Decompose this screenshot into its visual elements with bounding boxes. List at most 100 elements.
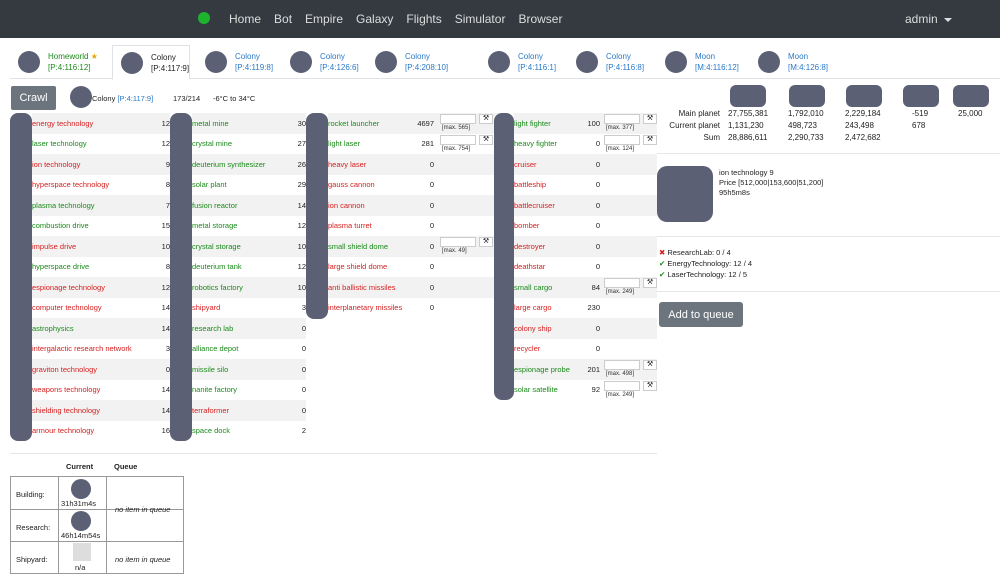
planet-tab-5[interactable]: Colony [P:4:116:1] [480,45,556,79]
defense-amount-input[interactable] [440,134,476,145]
planet-tab-7[interactable]: Moon [M:4:116:12] [657,45,739,79]
ship-name[interactable]: deathstar [514,262,546,272]
building-name[interactable]: shipyard [192,303,221,313]
building-name[interactable]: deuterium tank [192,262,242,272]
research-time: 95h5m8s [719,188,750,197]
building-name[interactable]: robotics factory [192,282,243,292]
ship-name[interactable]: recycler [514,344,541,354]
ship-amount-input[interactable] [604,278,640,288]
hammer-icon[interactable]: ⚒ [643,114,657,124]
research-name[interactable]: intergalactic research network [32,344,132,354]
defense-row: heavy laser 0 [328,154,508,175]
research-name[interactable]: computer technology [32,303,102,313]
hammer-icon[interactable]: ⚒ [643,380,657,391]
research-name[interactable]: hyperspace technology [32,180,110,190]
building-name[interactable]: solar plant [192,180,227,190]
nav-link-empire[interactable]: Empire [305,12,344,26]
building-name[interactable]: metal mine [192,118,229,128]
hammer-icon[interactable]: ⚒ [643,360,657,370]
planet-avatar [205,51,227,73]
defense-name[interactable]: large shield dome [328,262,388,272]
research-name[interactable]: energy technology [32,118,94,128]
nav-link-flights[interactable]: Flights [406,12,442,26]
ship-name[interactable]: heavy fighter [514,139,557,149]
ship-amount-input[interactable] [604,114,640,124]
planet-tab-6[interactable]: Colony [P:4:116:8] [568,45,644,79]
ship-name[interactable]: small cargo [514,282,553,292]
research-name[interactable]: armour technology [32,426,95,436]
defense-name[interactable]: small shield dome [328,241,389,251]
building-name[interactable]: missile silo [192,364,229,374]
planet-tab-1[interactable]: Colony [P:4:117:9] [112,45,191,80]
nav-link-galaxy[interactable]: Galaxy [356,12,394,26]
defense-level: 0 [429,303,434,313]
defense-name[interactable]: light laser [328,139,361,149]
research-name[interactable]: impulse drive [32,241,77,251]
defense-name[interactable]: anti ballistic missiles [328,282,396,292]
building-name[interactable]: alliance depot [192,344,239,354]
research-name[interactable]: ion technology [32,159,81,169]
building-name[interactable]: deuterium synthesizer [192,159,266,169]
ship-amount-input[interactable] [604,360,640,370]
building-name[interactable]: terraformer [192,405,230,415]
ship-name[interactable]: battleship [514,180,547,190]
building-name[interactable]: space dock [192,426,230,436]
ship-name[interactable]: battlecruiser [514,200,555,210]
hammer-icon[interactable]: ⚒ [479,134,493,145]
planet-tab-3[interactable]: Colony [P:4:126:6] [282,45,359,79]
ship-name[interactable]: light fighter [514,118,551,128]
defense-name[interactable]: gauss cannon [328,180,375,190]
ship-name[interactable]: espionage probe [514,364,570,374]
planet-tab-2[interactable]: Colony [P:4:119:8] [197,45,273,79]
building-name[interactable]: crystal storage [192,241,241,251]
ship-row: large cargo 230 [514,298,657,319]
building-name[interactable]: nanite factory [192,385,238,395]
defense-name[interactable]: interplanetary missiles [328,303,403,313]
ship-name[interactable]: cruiser [514,159,537,169]
defense-name[interactable]: heavy laser [328,159,367,169]
nav-link-home[interactable]: Home [229,12,262,26]
hammer-icon[interactable]: ⚒ [479,237,493,247]
research-name[interactable]: weapons technology [32,385,101,395]
defense-name[interactable]: ion cannon [328,200,365,210]
ship-name[interactable]: solar satellite [514,385,558,395]
add-to-queue-button[interactable]: Add to queue [659,302,743,327]
ship-amount-input[interactable] [604,134,640,145]
crawl-button[interactable]: Crawl [11,86,56,110]
building-name[interactable]: research lab [192,323,234,333]
planet-tab-0[interactable]: Homeworld ★ [P:4:116:12] [10,45,98,79]
cross-icon: ✖ [659,248,666,257]
building-name[interactable]: crystal mine [192,139,233,149]
building-level: 12 [297,221,306,231]
user-menu[interactable]: admin [905,12,952,26]
building-name[interactable]: metal storage [192,221,238,231]
defense-amount-input[interactable] [440,114,476,124]
ship-name[interactable]: destroyer [514,241,546,251]
defense-name[interactable]: rocket launcher [328,118,380,128]
planet-tab-8[interactable]: Moon [M:4:126:8] [750,45,828,79]
research-name[interactable]: plasma technology [32,200,95,210]
ship-name[interactable]: large cargo [514,303,552,313]
ship-amount-input[interactable] [604,380,640,391]
research-name[interactable]: laser technology [32,139,87,149]
research-name[interactable]: espionage technology [32,282,105,292]
hammer-icon[interactable]: ⚒ [643,134,657,145]
defense-name[interactable]: plasma turret [328,221,372,231]
ship-name[interactable]: bomber [514,221,540,231]
building-name[interactable]: fusion reactor [192,200,238,210]
nav-link-simulator[interactable]: Simulator [454,12,506,26]
ship-images [494,113,514,400]
planet-tab-4[interactable]: Colony [P:4:208:10] [367,45,448,79]
defense-amount-input[interactable] [440,237,476,247]
hammer-icon[interactable]: ⚒ [479,114,493,124]
research-name[interactable]: combustion drive [32,221,89,231]
nav-link-bot[interactable]: Bot [274,12,293,26]
ship-row: colony ship 0 [514,318,657,339]
research-name[interactable]: astrophysics [32,323,74,333]
hammer-icon[interactable]: ⚒ [643,278,657,288]
research-name[interactable]: hyperspace drive [32,262,90,272]
ship-name[interactable]: colony ship [514,323,552,333]
nav-link-browser[interactable]: Browser [518,12,563,26]
research-name[interactable]: shielding technology [32,405,100,415]
research-name[interactable]: graviton technology [32,364,98,374]
